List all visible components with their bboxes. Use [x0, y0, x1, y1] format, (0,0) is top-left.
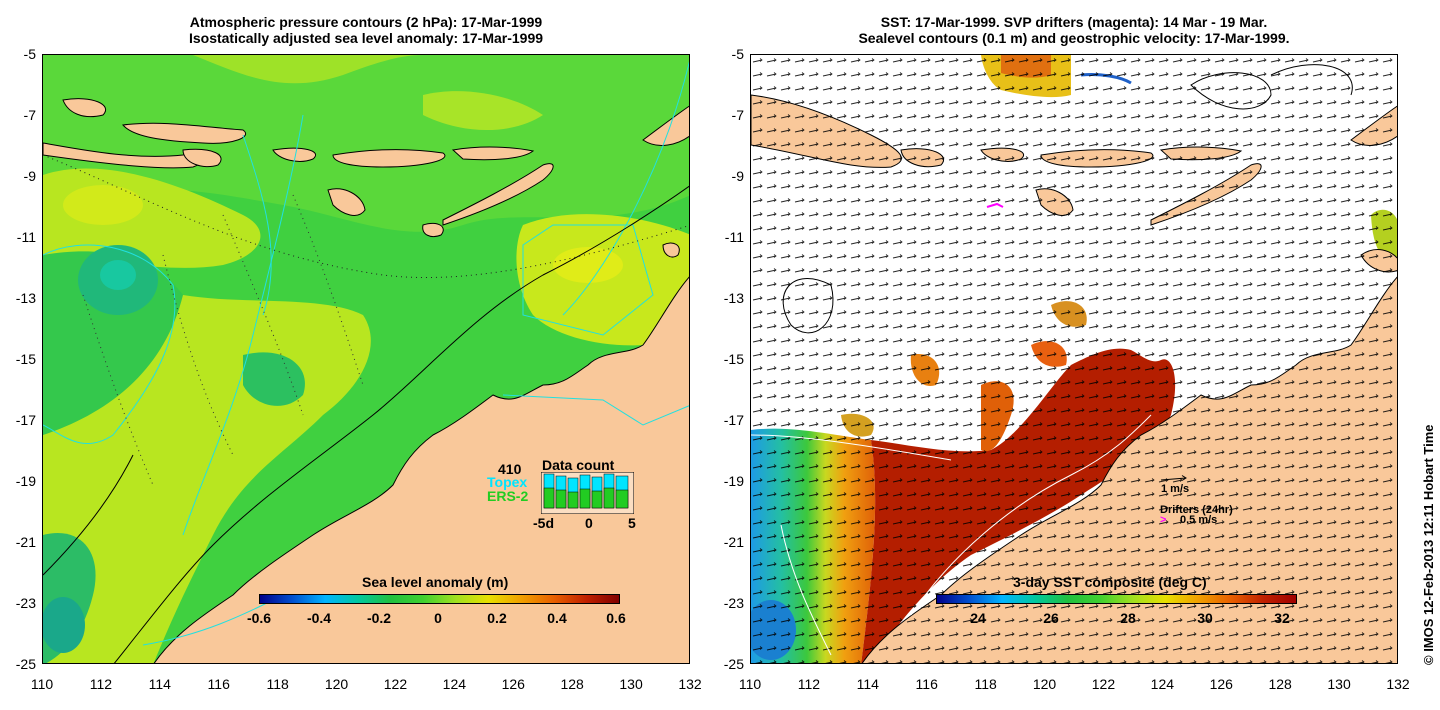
y-tick-label: -9: [731, 168, 744, 184]
left-panel-title: Atmospheric pressure contours (2 hPa): 1…: [42, 14, 690, 46]
y-tick-label: -13: [723, 290, 744, 306]
left-cbar-tick: 0.4: [547, 610, 567, 626]
y-tick-label: -7: [23, 107, 36, 123]
data-count-title: Data count: [542, 457, 615, 473]
left-cbar-tick: -0.6: [246, 610, 272, 626]
y-tick-label: -25: [15, 656, 36, 672]
left-colorbar-title: Sea level anomaly (m): [362, 574, 509, 590]
y-tick-label: -5: [23, 46, 36, 62]
data-count-tick-start: -5d: [533, 515, 554, 531]
x-tick-label: 122: [383, 676, 408, 692]
left-title-line2: Isostatically adjusted sea level anomaly…: [188, 30, 544, 46]
y-tick-label: -19: [15, 473, 36, 489]
sst-map: [750, 54, 1398, 664]
x-tick-label: 132: [678, 676, 702, 692]
right-title-line1: SST: 17-Mar-1999. SVP drifters (magenta)…: [880, 14, 1268, 30]
y-tick-label: -17: [723, 412, 744, 428]
data-count-tick-end: 5: [628, 515, 636, 531]
x-tick-label: 114: [856, 676, 879, 692]
sst-map-graphic: [751, 55, 1397, 663]
data-count-tick-mid: 0: [585, 515, 593, 531]
right-cbar-tick: 28: [1120, 610, 1136, 626]
x-tick-label: 122: [1091, 676, 1116, 692]
x-tick-label: 120: [1032, 676, 1057, 692]
right-cbar-tick: 30: [1197, 610, 1213, 626]
left-title-line1: Atmospheric pressure contours (2 hPa): 1…: [189, 14, 543, 30]
left-cbar-tick: 0.6: [606, 610, 626, 626]
sea-level-anomaly-map-graphic: [43, 55, 689, 663]
y-tick-label: -23: [723, 595, 744, 611]
x-tick-label: 132: [1386, 676, 1410, 692]
drifter-arrow-icon: >: [1160, 514, 1167, 526]
drifters-label: Drifters (24hr): [1160, 504, 1233, 516]
x-tick-label: 124: [442, 676, 467, 692]
y-tick-label: -21: [723, 534, 744, 550]
y-tick-label: -17: [15, 412, 36, 428]
right-colorbar-title: 3-day SST composite (deg C): [1013, 574, 1207, 590]
x-tick-label: 118: [974, 676, 997, 692]
y-tick-label: -7: [731, 107, 744, 123]
x-tick-label: 130: [1327, 676, 1351, 692]
topex-label: Topex: [487, 474, 528, 490]
sst-colorbar: [936, 594, 1297, 604]
y-tick-label: -11: [724, 229, 744, 245]
data-count-total: 410: [498, 461, 522, 477]
y-tick-label: -9: [23, 168, 36, 184]
left-cbar-tick: 0.2: [487, 610, 507, 626]
drifters-speed-label: 0.5 m/s: [1180, 514, 1218, 526]
x-tick-label: 118: [266, 676, 289, 692]
right-title-line2: Sealevel contours (0.1 m) and geostrophi…: [858, 30, 1290, 46]
x-tick-label: 120: [324, 676, 349, 692]
x-tick-label: 128: [1268, 676, 1292, 692]
right-cbar-tick: 26: [1043, 610, 1059, 626]
x-tick-label: 124: [1150, 676, 1175, 692]
x-tick-label: 112: [797, 676, 821, 692]
x-tick-label: 112: [89, 676, 113, 692]
sea-level-colorbar: [259, 594, 620, 604]
x-tick-label: 130: [619, 676, 643, 692]
left-cbar-tick: -0.4: [306, 610, 332, 626]
x-tick-label: 110: [30, 676, 54, 692]
sea-level-anomaly-map: [42, 54, 690, 664]
x-tick-label: 110: [738, 676, 762, 692]
y-tick-label: -15: [723, 351, 744, 367]
credit-text: © IMOS 12-Feb-2013 12:11 Hobart Time: [1421, 424, 1436, 665]
x-tick-label: 116: [207, 676, 230, 692]
y-tick-label: -23: [15, 595, 36, 611]
right-cbar-tick: 32: [1274, 610, 1290, 626]
right-panel-title: SST: 17-Mar-1999. SVP drifters (magenta)…: [750, 14, 1398, 46]
y-tick-label: -25: [723, 656, 744, 672]
x-tick-label: 114: [148, 676, 171, 692]
x-tick-label: 128: [560, 676, 584, 692]
velocity-scale-arrow: [1160, 475, 1187, 481]
y-tick-label: -19: [723, 473, 744, 489]
y-tick-label: -15: [15, 351, 36, 367]
y-tick-label: -5: [731, 46, 744, 62]
velocity-scale-label: 1 m/s: [1161, 483, 1190, 495]
left-cbar-tick: 0: [434, 610, 442, 626]
x-tick-label: 126: [1209, 676, 1233, 692]
data-count-bars: [541, 472, 634, 514]
y-tick-label: -21: [15, 534, 36, 550]
right-cbar-tick: 24: [970, 610, 986, 626]
y-tick-label: -13: [15, 290, 36, 306]
y-tick-label: -11: [16, 229, 36, 245]
x-tick-label: 126: [501, 676, 525, 692]
ers2-label: ERS-2: [487, 488, 529, 504]
left-cbar-tick: -0.2: [366, 610, 392, 626]
x-tick-label: 116: [915, 676, 938, 692]
